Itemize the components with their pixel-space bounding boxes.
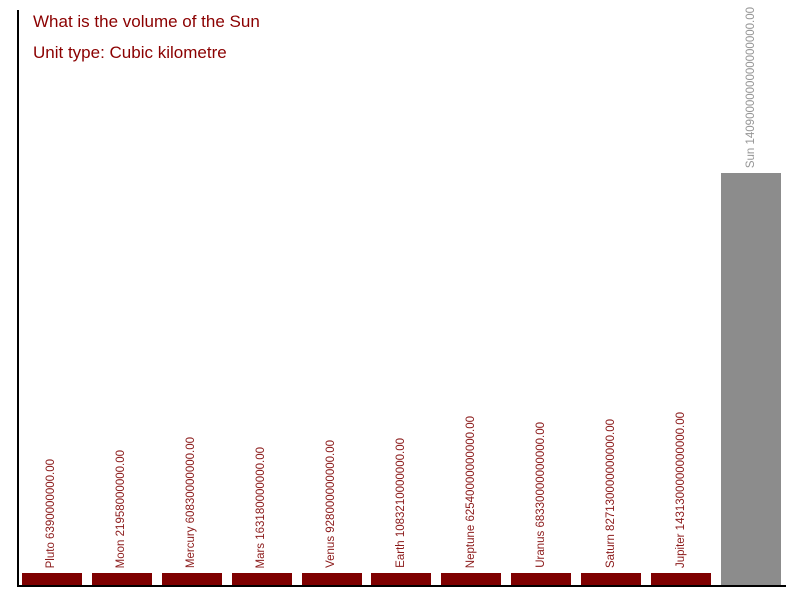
- bar-jupiter[interactable]: [651, 573, 712, 585]
- bar-group-pluto: Pluto 6390000000.00: [17, 10, 87, 585]
- bar-group-saturn: Saturn 827130000000000.00: [576, 10, 646, 585]
- bar-label-venus: Venus 928000000000.00: [325, 440, 338, 568]
- chart-title: What is the volume of the Sun: [33, 12, 260, 31]
- bar-group-venus: Venus 928000000000.00: [297, 10, 367, 585]
- bar-group-jupiter: Jupiter 1431300000000000.00: [646, 10, 716, 585]
- bar-saturn[interactable]: [581, 573, 642, 585]
- bar-pluto[interactable]: [21, 573, 82, 585]
- bar-venus[interactable]: [301, 573, 362, 585]
- bar-group-mercury: Mercury 60830000000.00: [157, 10, 227, 585]
- bar-group-neptune: Neptune 62540000000000.00: [436, 10, 506, 585]
- bar-label-pluto: Pluto 6390000000.00: [45, 458, 58, 568]
- bar-group-mars: Mars 163180000000.00: [227, 10, 297, 585]
- bar-neptune[interactable]: [441, 573, 502, 585]
- bar-label-mars: Mars 163180000000.00: [255, 446, 268, 569]
- bar-label-sun: Sun 1409000000000000000.00: [744, 6, 757, 168]
- bar-group-earth: Earth 1083210000000.00: [367, 10, 437, 585]
- bar-group-moon: Moon 21958000000.00: [87, 10, 157, 585]
- bar-mars[interactable]: [231, 573, 292, 585]
- bar-group-uranus: Uranus 68330000000000.00: [506, 10, 576, 585]
- bar-mercury[interactable]: [161, 573, 222, 585]
- bar-label-jupiter: Jupiter 1431300000000000.00: [674, 411, 687, 568]
- bar-label-moon: Moon 21958000000.00: [115, 449, 128, 568]
- bar-sun[interactable]: [721, 173, 782, 585]
- bar-moon[interactable]: [91, 573, 152, 585]
- bar-earth[interactable]: [371, 573, 432, 585]
- bar-label-mercury: Mercury 60830000000.00: [185, 436, 198, 568]
- bar-label-earth: Earth 1083210000000.00: [394, 438, 407, 568]
- bar-label-saturn: Saturn 827130000000000.00: [604, 418, 617, 568]
- y-axis-line: [17, 10, 19, 587]
- x-axis-line: [17, 585, 786, 587]
- bar-group-sun: Sun 1409000000000000000.00: [716, 6, 786, 585]
- bar-uranus[interactable]: [511, 573, 572, 585]
- bar-label-uranus: Uranus 68330000000000.00: [534, 422, 547, 568]
- chart-subtitle: Unit type: Cubic kilometre: [33, 43, 227, 62]
- plot-area: Pluto 6390000000.00 Moon 21958000000.00 Me…: [17, 6, 786, 585]
- bar-label-neptune: Neptune 62540000000000.00: [464, 415, 477, 568]
